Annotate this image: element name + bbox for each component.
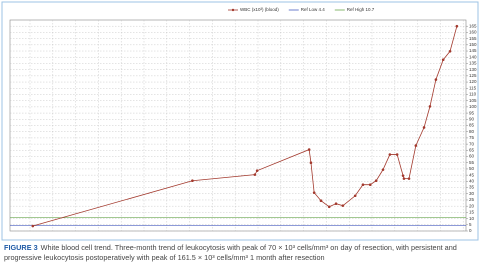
y-tick-label: 145 [469,48,477,53]
data-point [255,169,259,172]
data-point [368,183,372,187]
y-tick-label: 80 [469,129,475,134]
y-tick-label: 85 [469,123,475,128]
legend-label: WBC (x10³) (blood) [240,7,279,12]
data-point [374,179,378,183]
y-tick-label: 70 [469,141,475,146]
y-tick-label: 15 [469,210,475,215]
chart-frame [1,1,479,241]
y-tick-label: 0 [469,228,472,233]
data-point [31,224,35,228]
y-tick-label: 165 [469,23,477,28]
y-tick-label: 100 [469,104,477,109]
data-point [327,205,331,209]
legend-label: Ref Low 4.4 [301,7,326,12]
y-tick-label: 30 [469,191,475,196]
data-point [381,168,385,171]
y-tick-label: 35 [469,185,475,190]
y-tick-label: 10 [469,216,475,221]
y-tick-label: 45 [469,172,475,177]
y-tick-label: 50 [469,166,475,171]
y-tick-label: 135 [469,61,477,66]
y-tick-label: 160 [469,30,477,35]
series-line [32,26,458,227]
y-tick-label: 40 [469,179,475,184]
legend-marker [231,8,235,12]
data-point [407,177,411,180]
y-tick-label: 20 [469,203,475,208]
data-point [401,174,405,177]
data-point [353,194,357,198]
y-tick-label: 110 [469,92,477,97]
data-point [414,144,418,147]
y-tick-label: 90 [469,116,475,121]
y-tick-label: 95 [469,110,475,115]
y-tick-label: 155 [469,36,477,41]
y-tick-label: 60 [469,154,475,159]
caption-label: FIGURE 3 [4,243,38,252]
y-tick-label: 55 [469,160,475,165]
data-point [334,202,338,205]
data-point [388,153,392,156]
y-tick-label: 140 [469,54,477,59]
data-point [402,177,406,180]
y-tick-label: 130 [469,67,477,72]
y-tick-label: 105 [469,98,477,103]
data-point [395,153,399,156]
y-tick-label: 5 [469,222,472,227]
data-point [428,105,432,108]
data-point [309,161,313,165]
legend-label: Ref High 10.7 [347,7,375,12]
y-tick-label: 75 [469,135,475,140]
data-point [341,204,345,207]
data-point [361,183,365,187]
y-tick-label: 150 [469,42,477,47]
data-point [253,173,257,176]
data-point [307,148,311,151]
data-point [191,179,194,183]
y-tick-label: 115 [469,85,477,90]
y-tick-label: 65 [469,148,475,153]
data-point [319,199,323,203]
caption-text: White blood cell trend. Three-month tren… [4,243,457,262]
chart: 0510152025303540455055606570758085909510… [1,1,479,241]
data-point [422,126,426,129]
data-point [448,49,452,53]
data-point [455,24,459,28]
y-tick-label: 25 [469,197,475,202]
data-point [434,78,438,81]
data-point [441,58,445,62]
data-point [312,191,316,194]
y-tick-label: 120 [469,79,477,84]
caption: FIGURE 3 White blood cell trend. Three-mo… [4,243,476,262]
y-tick-label: 125 [469,73,477,78]
